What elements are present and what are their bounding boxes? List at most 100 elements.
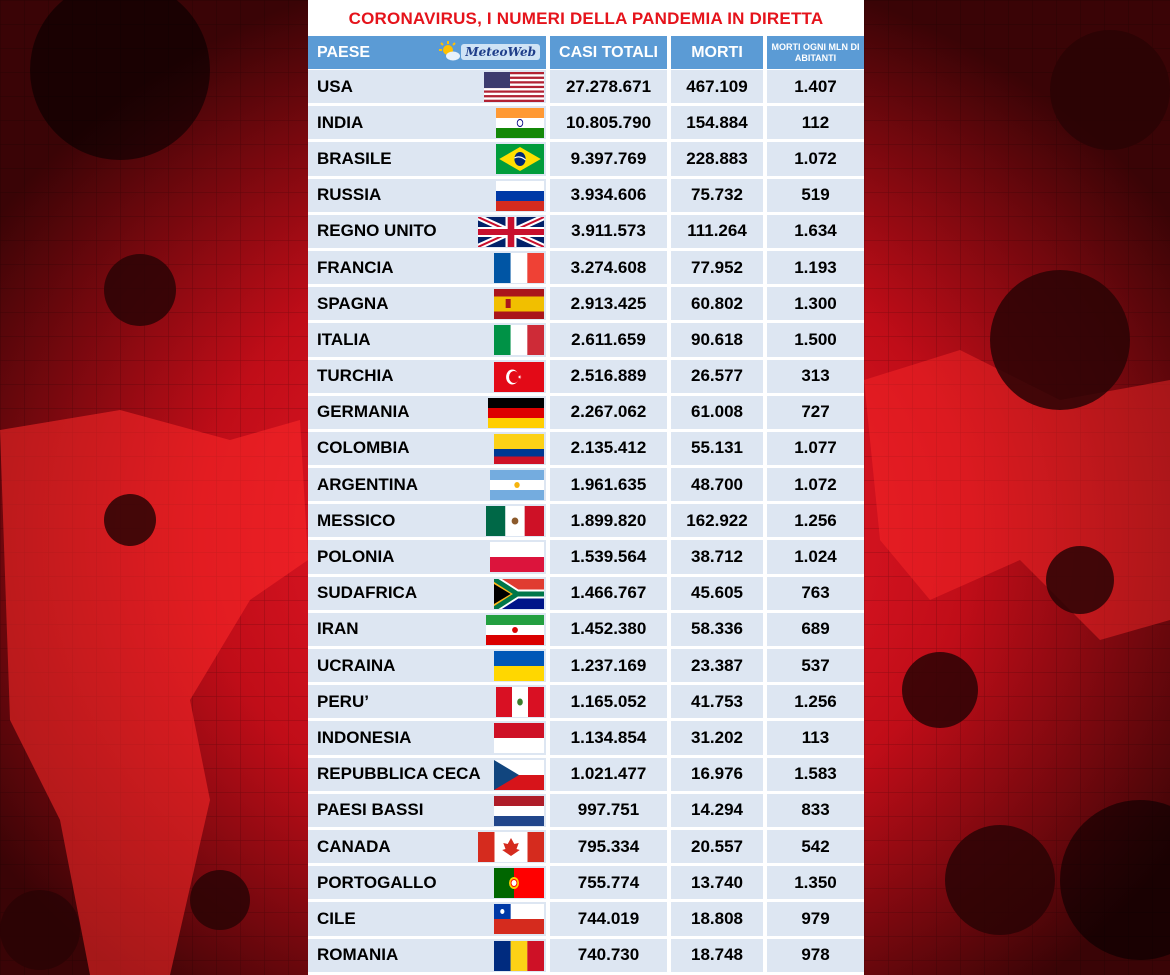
indonesia-flag-icon [494,723,544,754]
deaths-cell: 20.557 [671,829,763,864]
cases-cell: 3.274.608 [550,250,667,285]
mexico-flag-icon [486,506,544,537]
cases-cell: 755.774 [550,866,667,900]
table-row: UCRAINA 1.237.169 23.387 537 [308,649,864,683]
deaths-per-million-cell: 1.634 [767,214,864,248]
peru-flag-icon [496,687,544,718]
table-row: TURCHIA 2.516.889 26.577 313 [308,359,864,393]
country-cell: SUDAFRICA [308,576,546,610]
table-row: PAESI BASSI 997.751 14.294 833 [308,793,864,827]
cases-cell: 2.516.889 [550,359,667,393]
cases-cell: 1.539.564 [550,540,667,574]
country-cell: PORTOGALLO [308,866,546,900]
country-cell: IRAN [308,612,546,646]
spain-flag-icon [494,289,544,320]
deaths-per-million-cell: 1.300 [767,287,864,321]
deaths-per-million-cell: 727 [767,395,864,429]
deaths-per-million-cell: 537 [767,649,864,683]
deaths-cell: 111.264 [671,214,763,248]
country-name: RUSSIA [317,185,382,205]
deaths-cell: 45.605 [671,576,763,610]
column-header-morti: MORTI [671,36,763,69]
country-cell: INDIA [308,106,546,140]
country-cell: COLOMBIA [308,431,546,466]
cases-cell: 9.397.769 [550,142,667,176]
country-cell: REPUBBLICA CECA [308,757,546,791]
deaths-per-million-cell: 1.193 [767,250,864,285]
deaths-cell: 162.922 [671,504,763,538]
table-row: REPUBBLICA CECA 1.021.477 16.976 1.583 [308,757,864,791]
sun-cloud-icon [439,41,461,61]
uk-flag-icon [478,216,544,247]
meteoweb-logo-text: MeteoWeb [461,44,540,60]
country-cell: ROMANIA [308,938,546,972]
deaths-per-million-cell: 1.072 [767,468,864,502]
cases-cell: 3.934.606 [550,178,667,212]
column-header-morti-ogni-mln: MORTI OGNI MLN DI ABITANTI [767,36,864,69]
country-name: PAESI BASSI [317,800,424,820]
deaths-cell: 90.618 [671,323,763,357]
country-cell: ITALIA [308,323,546,357]
deaths-per-million-cell: 1.072 [767,142,864,176]
country-name: TURCHIA [317,366,394,386]
deaths-cell: 23.387 [671,649,763,683]
country-name: IRAN [317,619,359,639]
deaths-per-million-cell: 1.256 [767,685,864,719]
poland-flag-icon [490,542,544,573]
table-row: REGNO UNITO 3.911.573 111.264 1.634 [308,214,864,248]
colombia-flag-icon [494,433,544,464]
table-row: ARGENTINA 1.961.635 48.700 1.072 [308,468,864,502]
table-row: POLONIA 1.539.564 38.712 1.024 [308,540,864,574]
country-cell: FRANCIA [308,250,546,285]
cases-cell: 2.611.659 [550,323,667,357]
deaths-cell: 14.294 [671,793,763,827]
deaths-cell: 38.712 [671,540,763,574]
country-name: CANADA [317,836,391,856]
deaths-per-million-cell: 542 [767,829,864,864]
iran-flag-icon [486,614,544,645]
cases-cell: 2.913.425 [550,287,667,321]
south-africa-flag-icon [494,578,544,609]
deaths-per-million-cell: 1.077 [767,431,864,466]
deaths-per-million-cell: 978 [767,938,864,972]
cases-cell: 740.730 [550,938,667,972]
usa-flag-icon [484,72,544,102]
cases-cell: 3.911.573 [550,214,667,248]
deaths-cell: 48.700 [671,468,763,502]
column-header-paese-label: PAESE [317,43,371,61]
country-name: INDONESIA [317,727,412,747]
table-row: USA 27.278.671 467.109 1.407 [308,70,864,104]
cases-cell: 1.899.820 [550,504,667,538]
table-row: SPAGNA 2.913.425 60.802 1.300 [308,287,864,321]
deaths-per-million-cell: 1.500 [767,323,864,357]
romania-flag-icon [494,940,544,971]
cases-cell: 1.021.477 [550,757,667,791]
india-flag-icon [496,108,544,139]
cases-cell: 10.805.790 [550,106,667,140]
country-cell: RUSSIA [308,178,546,212]
cases-cell: 1.134.854 [550,721,667,755]
country-cell: PAESI BASSI [308,793,546,827]
table-row: GERMANIA 2.267.062 61.008 727 [308,395,864,429]
country-cell: BRASILE [308,142,546,176]
country-name: POLONIA [317,547,395,567]
country-cell: ARGENTINA [308,468,546,502]
cases-cell: 1.452.380 [550,612,667,646]
czech-flag-icon [494,759,544,790]
table-row: BRASILE 9.397.769 228.883 1.072 [308,142,864,176]
cases-cell: 27.278.671 [550,70,667,104]
country-cell: MESSICO [308,504,546,538]
country-cell: UCRAINA [308,649,546,683]
deaths-cell: 18.808 [671,902,763,936]
table-row: RUSSIA 3.934.606 75.732 519 [308,178,864,212]
deaths-cell: 61.008 [671,395,763,429]
deaths-cell: 75.732 [671,178,763,212]
table-row: IRAN 1.452.380 58.336 689 [308,612,864,646]
table-row: CANADA 795.334 20.557 542 [308,829,864,864]
portugal-flag-icon [494,868,544,899]
brazil-flag-icon [496,144,544,175]
table-body: USA 27.278.671 467.109 1.407 INDIA 10.805.790… [308,70,864,975]
country-name: UCRAINA [317,655,396,675]
deaths-per-million-cell: 1.024 [767,540,864,574]
chart-title: CORONAVIRUS, I NUMERI DELLA PANDEMIA IN … [348,9,824,28]
